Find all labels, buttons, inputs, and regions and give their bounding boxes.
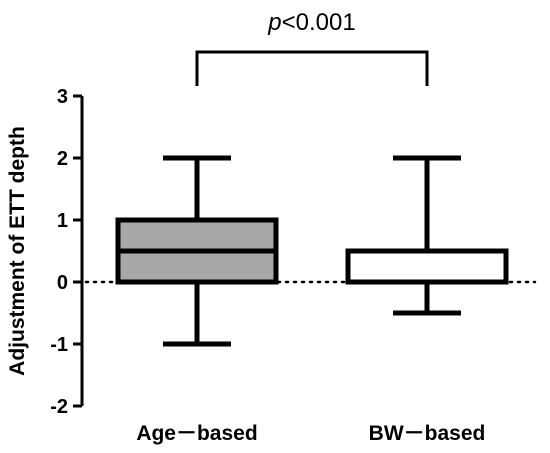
box-iqr <box>345 248 509 285</box>
y-tick-label: -2 <box>50 396 68 418</box>
boxes <box>115 155 509 347</box>
y-tick-label: 3 <box>57 86 68 108</box>
y-ticks: 3 2 1 0 -1 -2 <box>50 86 82 418</box>
category-label-bw-based: BW－based <box>369 422 486 445</box>
y-tick-label: 0 <box>57 272 68 294</box>
p-value-annotation: p<0.001 <box>267 9 355 36</box>
category-label-age-based: Age－based <box>136 422 257 445</box>
box-1 <box>345 155 509 316</box>
y-tick-label: 1 <box>57 210 68 232</box>
box-0 <box>115 155 279 347</box>
y-tick-label: 2 <box>57 148 68 170</box>
p-value-text: <0.001 <box>282 9 356 36</box>
y-axis: 3 2 1 0 -1 -2 <box>50 86 84 418</box>
y-axis-label: Adjustment of ETT depth <box>6 126 29 376</box>
y-tick-label: -1 <box>50 334 68 356</box>
significance-bracket <box>195 50 429 86</box>
p-symbol: p <box>267 9 281 36</box>
